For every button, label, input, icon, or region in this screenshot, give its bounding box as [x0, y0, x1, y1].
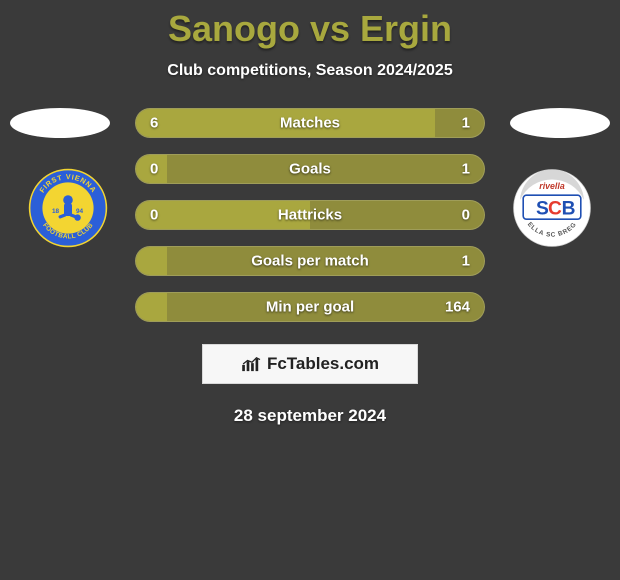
stat-value-left: 6	[150, 115, 158, 132]
stat-value-left: 0	[150, 161, 158, 178]
stat-value-right: 164	[445, 299, 470, 316]
svg-text:S: S	[536, 198, 549, 219]
stat-bar-matches: 6 Matches 1	[135, 108, 485, 138]
stat-bar-hattricks: 0 Hattricks 0	[135, 200, 485, 230]
svg-text:C: C	[548, 198, 562, 219]
stat-label: Hattricks	[278, 207, 342, 224]
comparison-content: FIRST VIENNA FOOTBALL CLUB 18 94 rivella…	[0, 108, 620, 426]
stat-bar-min-per-goal: Min per goal 164	[135, 292, 485, 322]
stat-fill	[136, 293, 167, 321]
stat-label: Goals	[289, 161, 331, 178]
stat-value-right: 1	[462, 161, 470, 178]
stat-value-right: 1	[462, 253, 470, 270]
stat-label: Goals per match	[251, 253, 369, 270]
subtitle: Club competitions, Season 2024/2025	[0, 62, 620, 80]
stat-value-right: 0	[462, 207, 470, 224]
stat-label: Min per goal	[266, 299, 354, 316]
stat-bars: 6 Matches 1 0 Goals 1 0 Hattricks 0 Goal…	[135, 108, 485, 322]
page-title: Sanogo vs Ergin	[0, 0, 620, 50]
branding-box[interactable]: FcTables.com	[202, 344, 418, 384]
club-right-badge-icon: rivella S C B ELLA SC BREG	[512, 168, 592, 248]
club-left-badge-icon: FIRST VIENNA FOOTBALL CLUB 18 94	[28, 168, 108, 248]
stat-label: Matches	[280, 115, 340, 132]
player-photo-right	[510, 108, 610, 138]
svg-text:94: 94	[76, 208, 84, 215]
svg-text:B: B	[562, 198, 576, 219]
stat-value-left: 0	[150, 207, 158, 224]
stat-bar-goals: 0 Goals 1	[135, 154, 485, 184]
branding-text: FcTables.com	[267, 354, 379, 374]
svg-text:rivella: rivella	[539, 181, 565, 191]
stat-value-right: 1	[462, 115, 470, 132]
date-text: 28 september 2024	[0, 406, 620, 426]
stat-fill	[136, 247, 167, 275]
club-logo-left: FIRST VIENNA FOOTBALL CLUB 18 94	[28, 168, 108, 248]
stat-bar-goals-per-match: Goals per match 1	[135, 246, 485, 276]
svg-text:18: 18	[52, 208, 60, 215]
club-logo-right: rivella S C B ELLA SC BREG	[512, 168, 592, 248]
player-photo-left	[10, 108, 110, 138]
bar-chart-icon	[241, 356, 263, 372]
